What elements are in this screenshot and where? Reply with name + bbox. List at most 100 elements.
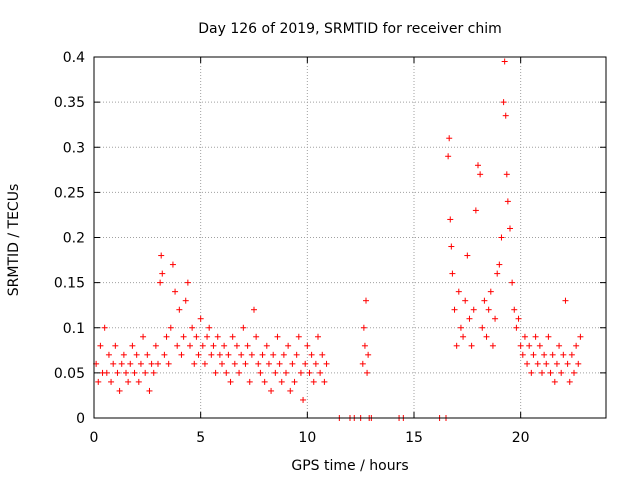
data-point xyxy=(551,378,558,385)
data-point xyxy=(536,342,543,349)
data-point xyxy=(214,333,221,340)
x-tick-label: 5 xyxy=(196,430,205,446)
y-tick-label: 0.1 xyxy=(63,321,85,337)
data-point xyxy=(127,360,134,367)
data-point xyxy=(507,225,513,232)
data-point xyxy=(577,333,584,340)
data-point xyxy=(502,112,509,119)
points-layer xyxy=(93,58,584,421)
data-point xyxy=(498,234,505,241)
data-point xyxy=(455,288,462,295)
data-point xyxy=(133,351,140,358)
y-tick-label: 0.4 xyxy=(63,50,85,66)
data-point xyxy=(521,333,528,340)
chart-title: Day 126 of 2019, SRMTID for receiver chi… xyxy=(198,21,502,37)
data-point xyxy=(501,58,508,65)
data-point xyxy=(146,387,153,394)
data-point xyxy=(116,387,123,394)
data-point xyxy=(114,369,121,376)
y-tick-label: 0.25 xyxy=(54,185,85,201)
data-point xyxy=(445,153,452,160)
data-point xyxy=(197,315,204,322)
data-point xyxy=(233,342,240,349)
data-point xyxy=(125,378,132,385)
data-point xyxy=(528,369,535,376)
data-point xyxy=(477,171,484,178)
data-point xyxy=(319,351,326,358)
data-point xyxy=(283,369,289,376)
data-point xyxy=(517,342,524,349)
data-point xyxy=(135,378,142,385)
data-point xyxy=(112,342,119,349)
data-point xyxy=(142,369,149,376)
data-point xyxy=(511,306,518,313)
y-tick-label: 0.3 xyxy=(63,140,85,156)
data-point xyxy=(274,333,281,340)
data-point xyxy=(310,378,317,385)
data-point xyxy=(530,351,537,358)
data-point xyxy=(500,99,507,106)
data-point xyxy=(524,360,531,367)
data-point xyxy=(460,333,467,340)
data-point xyxy=(240,324,247,331)
data-point xyxy=(108,378,115,385)
data-point xyxy=(304,342,311,349)
data-point xyxy=(103,369,110,376)
data-point xyxy=(532,333,539,340)
data-point xyxy=(129,342,136,349)
data-point xyxy=(268,387,275,394)
data-point xyxy=(504,198,511,205)
data-point xyxy=(144,351,151,358)
data-point xyxy=(206,324,213,331)
data-point xyxy=(317,369,324,376)
data-point xyxy=(365,351,372,358)
data-point xyxy=(496,261,503,268)
data-point xyxy=(449,270,456,277)
data-point xyxy=(562,297,569,304)
data-point xyxy=(564,360,571,367)
data-point xyxy=(526,342,533,349)
data-point xyxy=(291,378,298,385)
data-point xyxy=(534,360,541,367)
data-point xyxy=(568,351,575,358)
data-point xyxy=(101,324,108,331)
x-tick-label: 10 xyxy=(298,430,316,446)
data-point xyxy=(238,351,245,358)
data-point xyxy=(148,360,155,367)
labels-layer: 0 5 10 15 20 0 0.05 0.1 0.15 0.2 0.25 0.3 0.35 0.4 xyxy=(54,50,530,446)
data-point xyxy=(251,306,257,313)
data-point xyxy=(227,378,234,385)
data-point xyxy=(453,342,460,349)
data-point xyxy=(158,252,165,259)
data-point xyxy=(105,351,112,358)
data-point xyxy=(253,333,260,340)
y-tick-label: 0.05 xyxy=(54,366,85,382)
x-tick-label: 20 xyxy=(512,430,530,446)
data-point xyxy=(489,342,496,349)
data-point xyxy=(212,369,219,376)
data-point xyxy=(543,360,550,367)
data-point xyxy=(191,360,198,367)
data-point xyxy=(263,342,270,349)
data-point xyxy=(216,351,223,358)
data-point xyxy=(293,351,300,358)
data-point xyxy=(573,342,580,349)
data-point xyxy=(204,333,211,340)
data-point xyxy=(155,360,161,367)
data-point xyxy=(360,324,367,331)
data-point xyxy=(180,333,187,340)
data-point xyxy=(265,360,272,367)
data-point xyxy=(210,342,217,349)
data-point xyxy=(302,360,309,367)
data-point xyxy=(447,216,454,223)
data-point xyxy=(312,360,319,367)
data-point xyxy=(161,351,168,358)
data-point xyxy=(259,351,266,358)
data-point xyxy=(485,306,492,313)
data-point xyxy=(131,369,138,376)
data-point xyxy=(483,333,490,340)
data-point xyxy=(172,288,179,295)
data-point xyxy=(95,378,102,385)
data-point xyxy=(446,135,453,142)
data-point xyxy=(545,333,552,340)
